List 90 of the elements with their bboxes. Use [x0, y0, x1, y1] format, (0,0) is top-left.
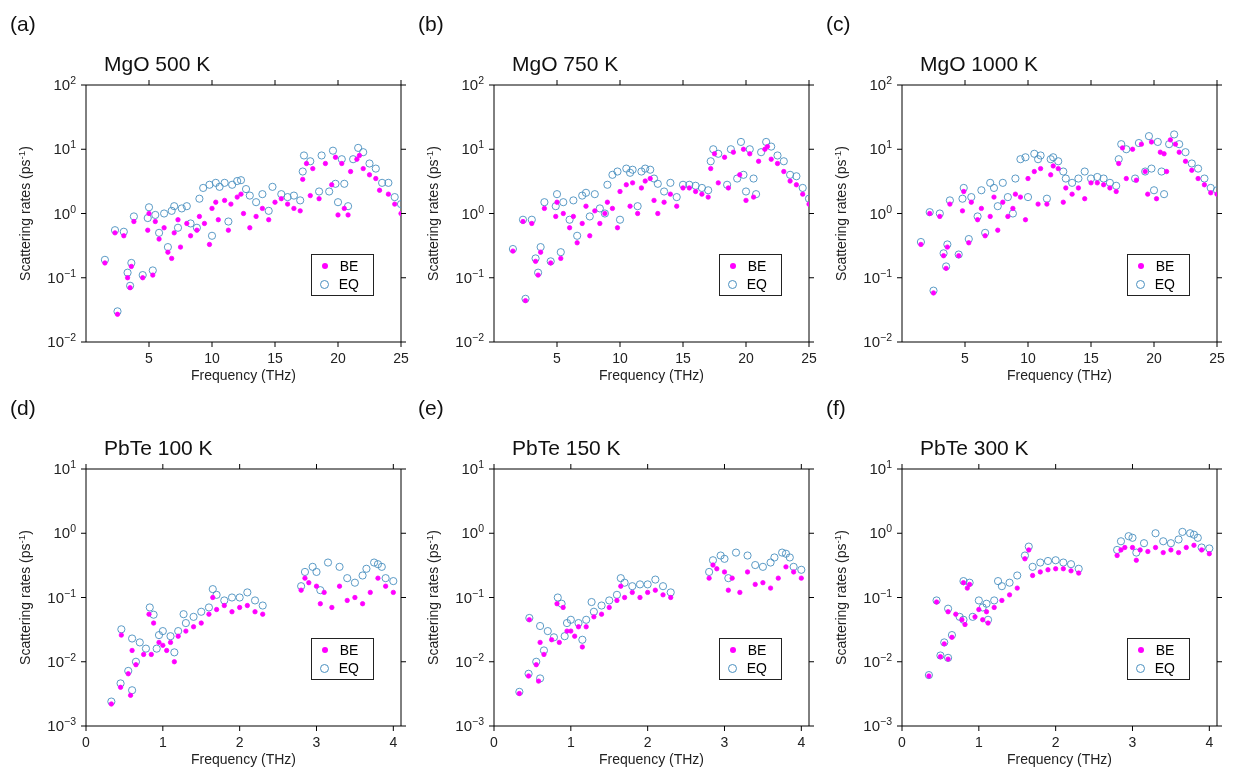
x-tick-label: 0	[898, 734, 907, 750]
y-tick-label: 10$^{2}$	[53, 74, 77, 93]
x-tick-label: 10	[1020, 350, 1036, 366]
x-tick-label: 15	[675, 350, 691, 366]
x-tick-label: 15	[267, 350, 283, 366]
x-tick-label: 4	[797, 734, 806, 750]
x-axis-title: Frequency (THz)	[190, 367, 297, 383]
y-tick-label: 10$^{1}$	[869, 138, 893, 158]
legend-label: EQ	[746, 659, 767, 677]
text: (e)	[418, 396, 444, 420]
y-tick-label: 10$^{−3}$	[47, 715, 77, 734]
legend-label: BE	[339, 257, 359, 275]
legend-label: EQ	[338, 659, 359, 677]
chart-title: PbTe 150 K	[512, 436, 621, 460]
x-axis-title: Frequency (THz)	[598, 367, 705, 383]
y-tick-label: 10$^{1}$	[53, 138, 77, 158]
y-tick-label: 10$^{−2}$	[47, 650, 77, 670]
y-tick-label: 10$^{2}$	[869, 74, 893, 93]
y-tick-label: 10$^{2}$	[461, 74, 485, 93]
y-tick-label: 10$^{0}$	[461, 522, 485, 542]
x-tick-label: 10	[612, 350, 628, 366]
y-tick-label: 10$^{0}$	[869, 522, 893, 542]
y-tick-label: 10$^{−2}$	[863, 331, 893, 350]
x-tick-label: 20	[330, 350, 346, 366]
y-tick-label: 10$^{1}$	[869, 458, 893, 477]
y-tick-label: 10$^{−3}$	[863, 715, 893, 734]
y-tick-label: 10$^{−1}$	[863, 586, 893, 606]
x-axis-title: Frequency (THz)	[1006, 367, 1113, 383]
legend-label: EQ	[746, 275, 767, 293]
x-tick-label: 3	[720, 734, 729, 750]
legend-label: BE	[1155, 257, 1175, 275]
y-tick-label: 10$^{−2}$	[47, 331, 77, 350]
x-tick-label: 10	[204, 350, 220, 366]
legend-label: BE	[747, 641, 767, 659]
x-tick-label: 20	[738, 350, 754, 366]
x-axis-title: Frequency (THz)	[598, 751, 705, 767]
x-tick-label: 2	[643, 734, 652, 750]
chart-title: MgO 1000 K	[920, 52, 1038, 76]
x-axis-title: Frequency (THz)	[1006, 751, 1113, 767]
x-tick-label: 25	[801, 350, 817, 366]
x-tick-label: 5	[145, 350, 154, 366]
y-tick-label: 10$^{0}$	[869, 202, 893, 222]
y-tick-label: 10$^{1}$	[461, 458, 485, 477]
legend-label: BE	[1155, 641, 1175, 659]
chart-title: PbTe 100 K	[104, 436, 213, 460]
x-axis-title: Frequency (THz)	[190, 751, 297, 767]
legend-label: BE	[747, 257, 767, 275]
y-tick-label: 10$^{−1}$	[47, 266, 77, 286]
y-tick-label: 10$^{0}$	[53, 522, 77, 542]
text: (b)	[418, 12, 444, 36]
legend-label: BE	[339, 641, 359, 659]
text: (c)	[826, 12, 851, 36]
text: (d)	[10, 396, 36, 420]
y-tick-label: 10$^{−1}$	[455, 586, 485, 606]
legend-label: EQ	[1154, 275, 1175, 293]
y-tick-label: 10$^{−2}$	[455, 650, 485, 670]
x-tick-label: 0	[490, 734, 499, 750]
text: (f)	[826, 396, 846, 420]
y-tick-label: 10$^{−1}$	[863, 266, 893, 286]
x-tick-label: 1	[974, 734, 983, 750]
x-tick-label: 20	[1146, 350, 1162, 366]
x-tick-label: 25	[1209, 350, 1225, 366]
x-tick-label: 4	[1205, 734, 1214, 750]
x-tick-label: 4	[389, 734, 398, 750]
y-tick-label: 10$^{1}$	[461, 138, 485, 158]
legend-label: EQ	[1154, 659, 1175, 677]
x-tick-label: 5	[553, 350, 562, 366]
x-tick-label: 3	[312, 734, 321, 750]
legend-label: EQ	[338, 275, 359, 293]
y-tick-label: 10$^{−2}$	[863, 650, 893, 670]
text: (a)	[10, 12, 36, 36]
y-tick-label: 10$^{−1}$	[47, 586, 77, 606]
y-tick-label: 10$^{0}$	[461, 202, 485, 222]
y-tick-label: 10$^{−3}$	[455, 715, 485, 734]
y-tick-label: 10$^{−1}$	[455, 266, 485, 286]
x-tick-label: 15	[1083, 350, 1099, 366]
x-tick-label: 2	[235, 734, 244, 750]
chart-title: MgO 750 K	[512, 52, 619, 76]
x-tick-label: 3	[1128, 734, 1137, 750]
chart-title: PbTe 300 K	[920, 436, 1029, 460]
x-tick-label: 1	[566, 734, 575, 750]
x-tick-label: 0	[82, 734, 91, 750]
y-tick-label: 10$^{0}$	[53, 202, 77, 222]
x-tick-label: 25	[393, 350, 409, 366]
x-tick-label: 1	[158, 734, 167, 750]
x-tick-label: 5	[961, 350, 970, 366]
x-tick-label: 2	[1051, 734, 1060, 750]
y-tick-label: 10$^{1}$	[53, 458, 77, 477]
chart-title: MgO 500 K	[104, 52, 211, 76]
y-tick-label: 10$^{−2}$	[455, 331, 485, 350]
